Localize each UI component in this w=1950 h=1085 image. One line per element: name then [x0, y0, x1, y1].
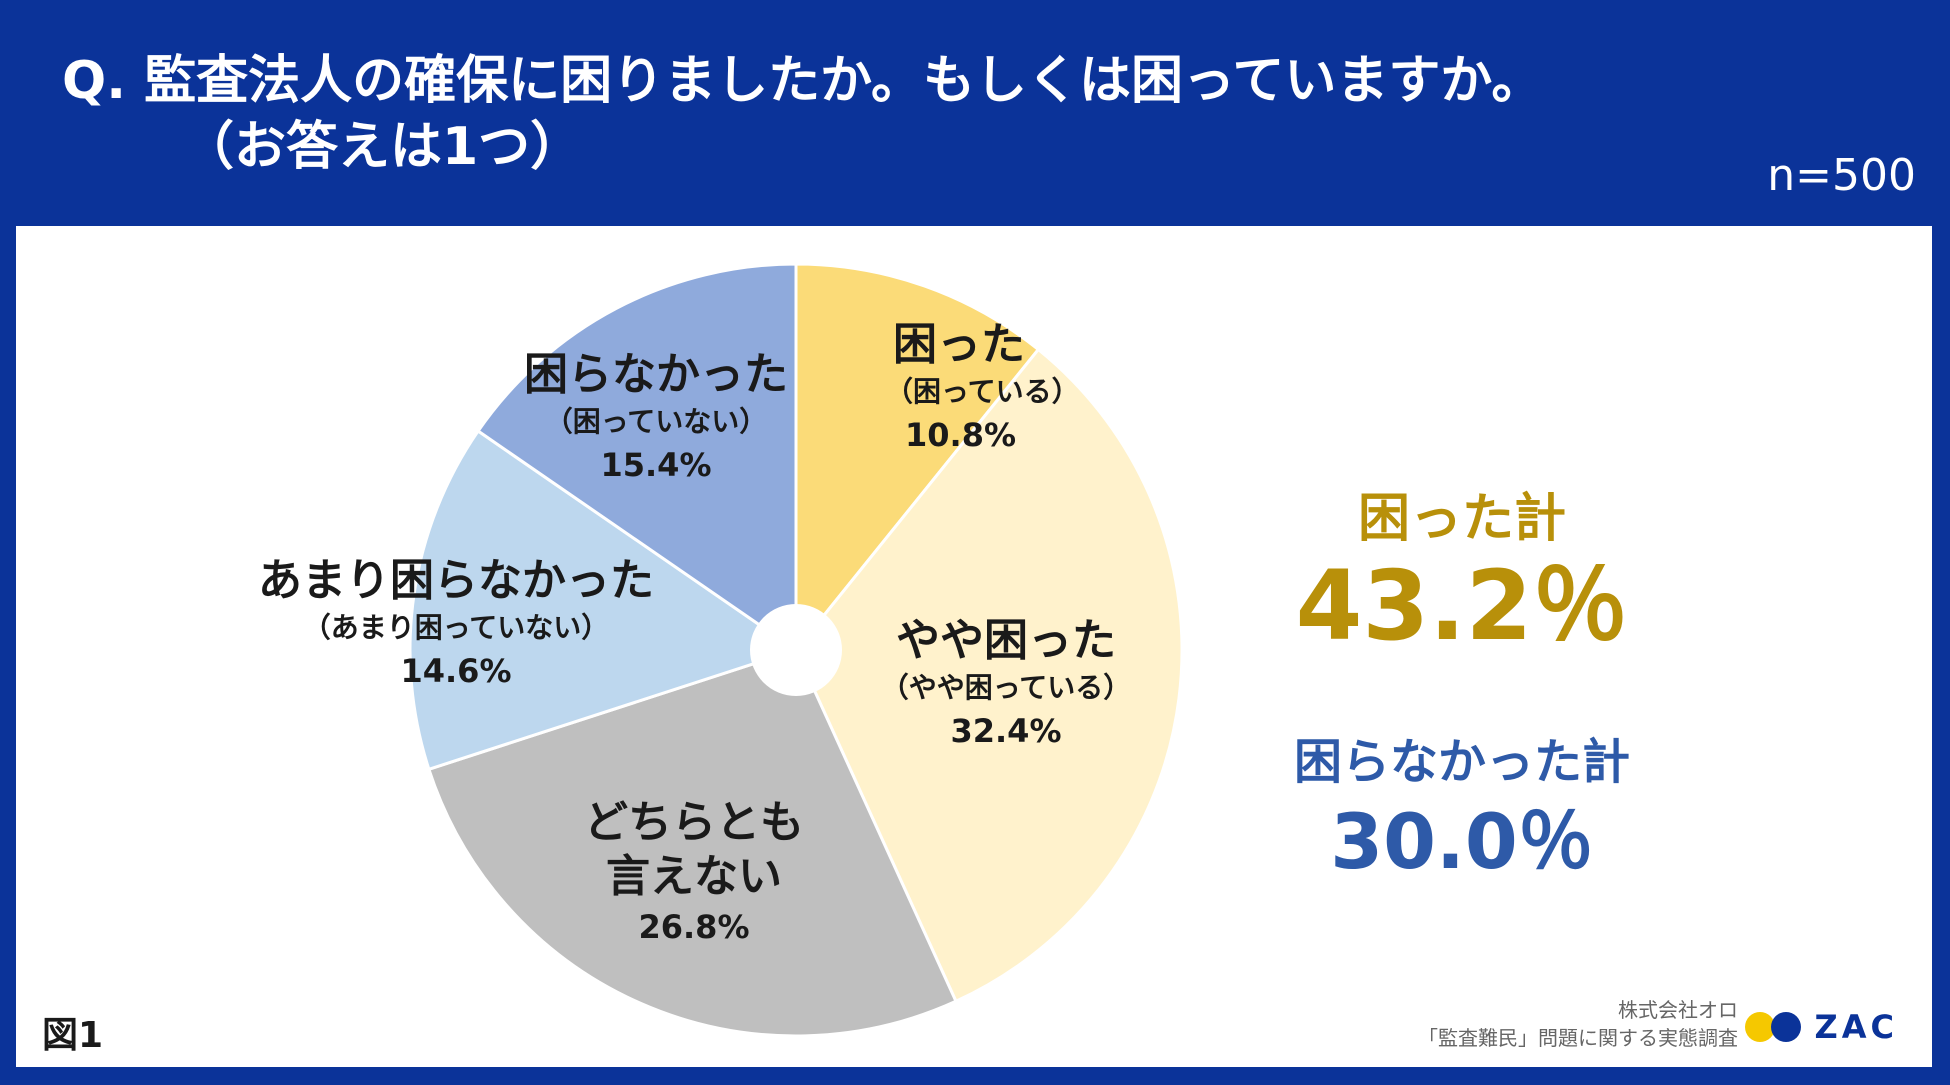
question-line-2: （お答えは1つ） [182, 117, 583, 177]
total-troubled: 困った計 43.2％ [1296, 476, 1629, 661]
slice-not-much-troubled-name: あまり困らなかった [258, 555, 654, 606]
slice-somewhat-troubled-sub: （やや困っている） [880, 671, 1132, 704]
pie-chart [408, 262, 1184, 1038]
total-troubled-label: 困った計 [1357, 489, 1567, 549]
question-title: Q. 監査法人の確保に困りましたか。もしくは困っていますか。 （お答えは1つ） [62, 48, 1543, 180]
zac-logo: ZAC [1744, 1008, 1898, 1046]
slice-not-troubled-sub: （困っていない） [544, 405, 768, 438]
logo-blue-dot-icon [1770, 1012, 1801, 1042]
slice-not-troubled-name: 困らなかった [524, 349, 788, 400]
total-not-troubled-value: 30.0％ [1330, 797, 1594, 886]
slice-not-much-troubled-pct: 14.6% [400, 652, 512, 690]
slice-troubled-sub: （困っている） [885, 375, 1080, 408]
slice-troubled-pct: 10.8% [905, 416, 1017, 454]
figure-number: 図1 [42, 1015, 104, 1056]
survey-name: 「監査難民」問題に関する実態調査 [1418, 1026, 1738, 1050]
slice-label-troubled: 困った （困っている） 10.8% [885, 318, 1080, 458]
pie-slice-somewhat-troubled [794, 347, 1184, 1004]
slice-label-not-troubled: 困らなかった （困っていない） 15.4% [524, 348, 788, 488]
sample-size: n=500 [1767, 150, 1916, 201]
slice-not-much-troubled-sub: （あまり困っていない） [302, 611, 610, 644]
total-not-troubled: 困らなかった計 30.0％ [1294, 722, 1630, 892]
donut-hole [750, 604, 842, 696]
slice-not-troubled-pct: 15.4% [600, 446, 712, 484]
pie-slice-troubled [794, 262, 1041, 655]
logo-text: ZAC [1814, 1008, 1898, 1046]
chart-panel: 困った （困っている） 10.8% やや困った （やや困っている） 32.4% … [16, 226, 1932, 1067]
question-line-1: Q. 監査法人の確保に困りましたか。もしくは困っていますか。 [62, 51, 1544, 111]
total-troubled-value: 43.2％ [1295, 550, 1629, 662]
survey-credit: 株式会社オロ 「監査難民」問題に関する実態調査 [1418, 996, 1738, 1052]
slice-label-neutral: どちらとも 言えない 26.8% [584, 796, 804, 950]
slice-neutral-pct: 26.8% [638, 908, 750, 946]
slice-somewhat-troubled-pct: 32.4% [950, 712, 1062, 750]
slice-label-somewhat-troubled: やや困った （やや困っている） 32.4% [881, 614, 1132, 754]
logo-yellow-dot-icon [1744, 1012, 1775, 1042]
slice-label-not-much-troubled: あまり困らなかった （あまり困っていない） 14.6% [258, 554, 654, 694]
pie-slice-not-much-troubled [408, 428, 800, 772]
pie-slice-neutral [427, 648, 958, 1038]
slice-troubled-name: 困った [893, 319, 1025, 370]
total-not-troubled-label: 困らなかった計 [1293, 734, 1631, 790]
slice-neutral-name: どちらとも 言えない [584, 797, 804, 902]
pie-slice-not-troubled [476, 262, 798, 653]
company-name: 株式会社オロ [1618, 998, 1738, 1022]
slice-somewhat-troubled-name: やや困った [895, 615, 1116, 666]
